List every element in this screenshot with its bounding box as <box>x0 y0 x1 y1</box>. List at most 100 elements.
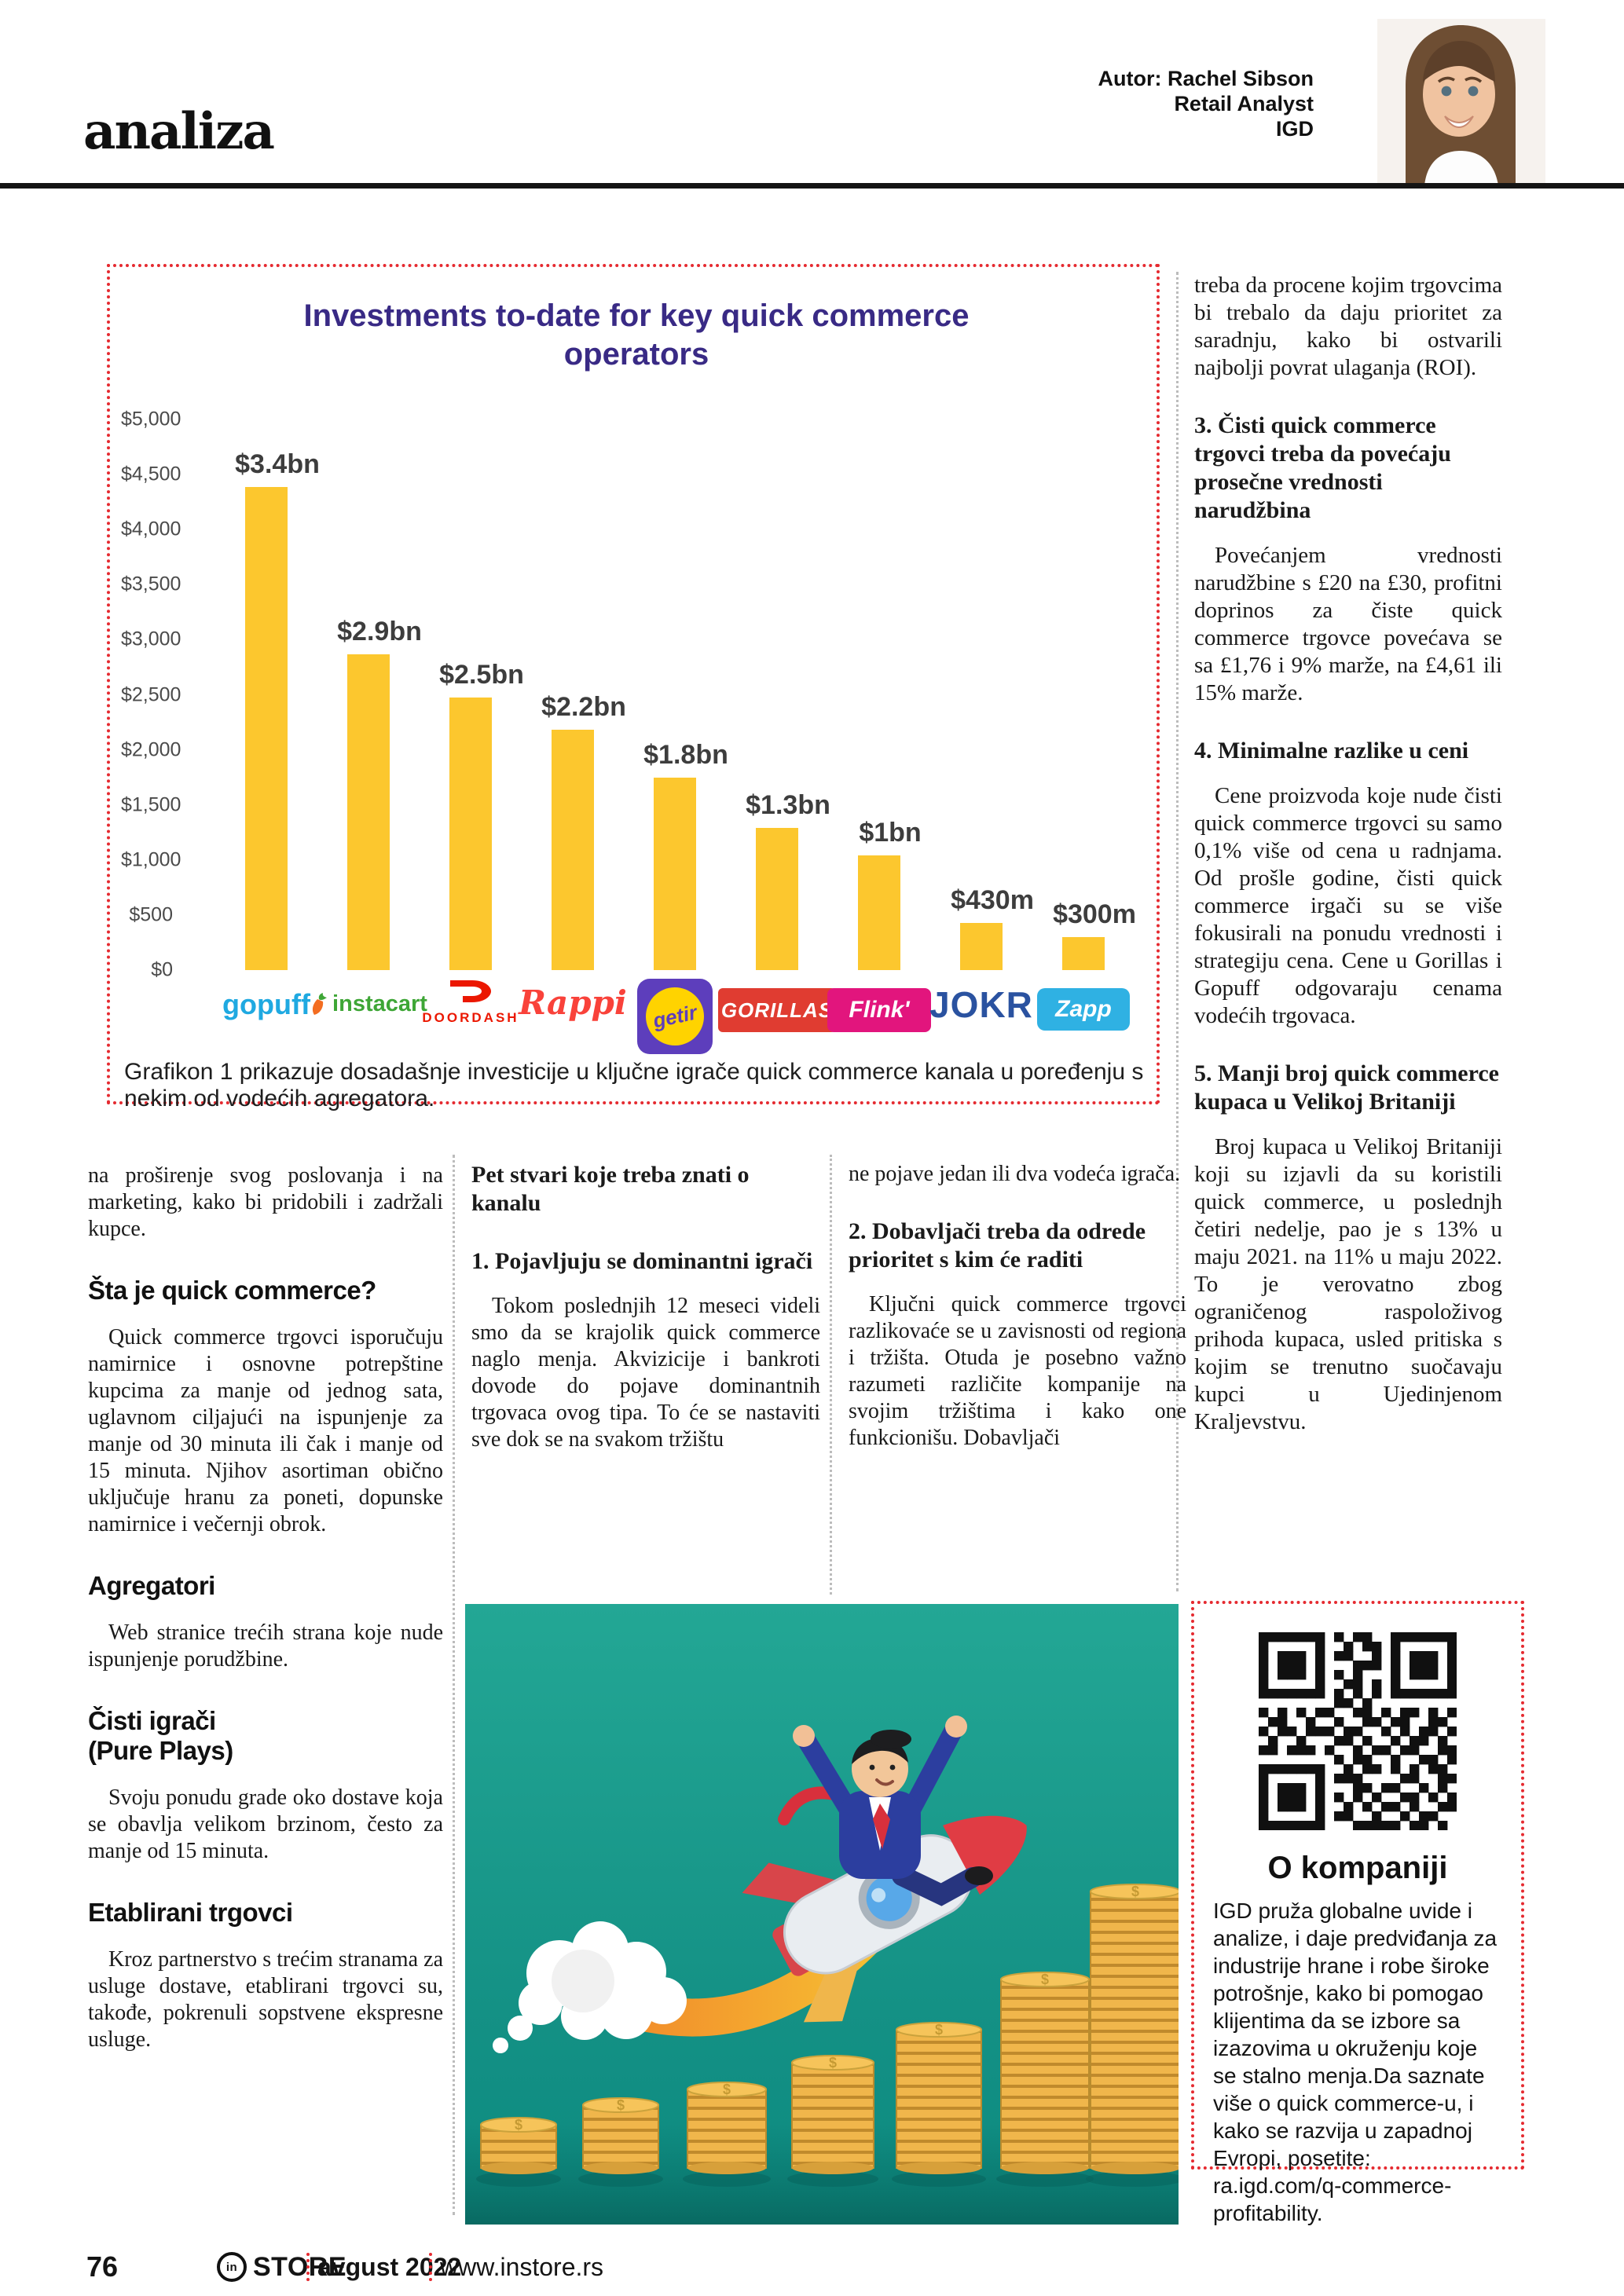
qr-module <box>1296 1821 1307 1830</box>
hair-quiff <box>871 1730 911 1749</box>
qr-module <box>1391 1661 1401 1671</box>
flink-wordmark: Flink' <box>827 988 931 1032</box>
qr-module <box>1391 1736 1401 1746</box>
qr-module <box>1438 1632 1448 1642</box>
dollar-sign: $ <box>935 2022 943 2038</box>
qr-module <box>1447 1651 1457 1661</box>
qr-module <box>1400 1632 1410 1642</box>
y-axis-tick: $500 <box>129 903 173 926</box>
right-hand <box>945 1716 967 1738</box>
qr-module <box>1315 1811 1325 1822</box>
qr-module <box>1428 1764 1439 1774</box>
qr-module <box>1287 1745 1297 1756</box>
gopuff-logo: gopuff <box>207 979 325 1021</box>
qr-module <box>1315 1802 1325 1812</box>
qr-module <box>1381 1802 1391 1812</box>
qr-module <box>1334 1774 1344 1784</box>
qr-module <box>1278 1727 1288 1737</box>
qr-module <box>1438 1783 1448 1793</box>
author-block: Autor: Rachel Sibson Retail Analyst IGD <box>904 66 1314 141</box>
qr-module <box>1419 1755 1429 1765</box>
instore-logo-icon: in <box>217 2252 247 2282</box>
qr-module <box>1428 1792 1439 1803</box>
qr-module <box>1428 1727 1439 1737</box>
text-column-4: treba da procene kojim trgovcima bi treb… <box>1194 272 1502 1461</box>
qr-module <box>1447 1670 1457 1680</box>
qr-module <box>1438 1745 1448 1756</box>
chart-title: Investments to-date for key quick commer… <box>303 298 970 372</box>
qr-module <box>1410 1774 1420 1784</box>
paragraph: Web stranice trećih strana koje nude isp… <box>88 1620 443 1672</box>
qr-module <box>1306 1717 1316 1727</box>
qr-module <box>1344 1651 1354 1661</box>
y-axis-tick: $0 <box>151 958 173 981</box>
qr-module <box>1372 1821 1382 1830</box>
bar-instacart <box>347 654 390 970</box>
qr-module <box>1315 1661 1325 1671</box>
qr-module <box>1287 1632 1297 1642</box>
paragraph: Kroz partnerstvo s trećim stranama za us… <box>88 1947 443 2052</box>
y-axis-tick: $3,500 <box>121 573 181 595</box>
flink-logo: Flink' <box>820 979 938 1032</box>
qr-module <box>1410 1689 1420 1699</box>
qr-module <box>1334 1736 1344 1746</box>
qr-module <box>1325 1727 1335 1737</box>
qr-module <box>1372 1745 1382 1756</box>
qr-module <box>1353 1745 1363 1756</box>
y-axis-tick: $1,500 <box>121 793 181 816</box>
qr-module <box>1381 1745 1391 1756</box>
qr-module <box>1362 1821 1373 1830</box>
qr-module <box>1391 1764 1401 1774</box>
qr-module <box>1287 1792 1297 1803</box>
coin-stack: $ <box>1086 1884 1185 2187</box>
qr-module <box>1372 1764 1382 1774</box>
qr-module <box>1362 1708 1373 1718</box>
qr-module <box>1334 1755 1344 1765</box>
qr-module <box>1268 1736 1278 1746</box>
qr-module <box>1259 1642 1269 1652</box>
qr-module <box>1278 1821 1288 1830</box>
qr-module <box>1428 1811 1439 1822</box>
paragraph: na proširenje svog poslovanja i na marke… <box>88 1163 443 1241</box>
info-box-text: IGD pruža globalne uvide i analize, i da… <box>1213 1899 1498 2225</box>
qr-module <box>1410 1802 1420 1812</box>
qr-module <box>1315 1632 1325 1642</box>
qr-module <box>1334 1811 1344 1822</box>
qr-module <box>1287 1802 1297 1812</box>
paragraph: ne pojave jedan ili dva vodeća igrača. <box>849 1162 1181 1186</box>
gorillas-logo: GORILLAS <box>718 979 836 1032</box>
qr-module <box>1296 1689 1307 1699</box>
qr-module <box>1447 1689 1457 1699</box>
qr-module <box>1447 1708 1457 1718</box>
bar-getir <box>654 777 696 970</box>
page-number: 76 <box>86 2250 119 2283</box>
qr-module <box>1296 1661 1307 1671</box>
qr-module <box>1400 1811 1410 1822</box>
qr-module <box>1278 1708 1288 1718</box>
qr-module <box>1410 1736 1420 1746</box>
qr-module <box>1353 1679 1363 1690</box>
qr-module <box>1353 1670 1363 1680</box>
qr-module <box>1353 1774 1363 1784</box>
qr-module <box>1259 1651 1269 1661</box>
qr-module <box>1278 1792 1288 1803</box>
qr-module <box>1315 1708 1325 1718</box>
qr-module <box>1428 1661 1439 1671</box>
heading: 1. Pojavljuju se dominantni igrači <box>471 1248 813 1274</box>
gorillas-wordmark: GORILLAS <box>718 988 836 1032</box>
qr-module <box>1306 1745 1316 1756</box>
qr-module <box>1447 1642 1457 1652</box>
bar-value-label: $2.9bn <box>337 616 422 646</box>
qr-module <box>1381 1727 1391 1737</box>
qr-module <box>1259 1792 1269 1803</box>
qr-module <box>1259 1783 1269 1793</box>
qr-module <box>1419 1661 1429 1671</box>
qr-module <box>1391 1821 1401 1830</box>
qr-module <box>1391 1632 1401 1642</box>
qr-module <box>1419 1811 1429 1822</box>
qr-module <box>1334 1632 1344 1642</box>
y-axis-tick: $5,000 <box>121 408 181 430</box>
qr-module <box>1296 1792 1307 1803</box>
qr-module <box>1268 1764 1278 1774</box>
qr-module <box>1362 1802 1373 1812</box>
